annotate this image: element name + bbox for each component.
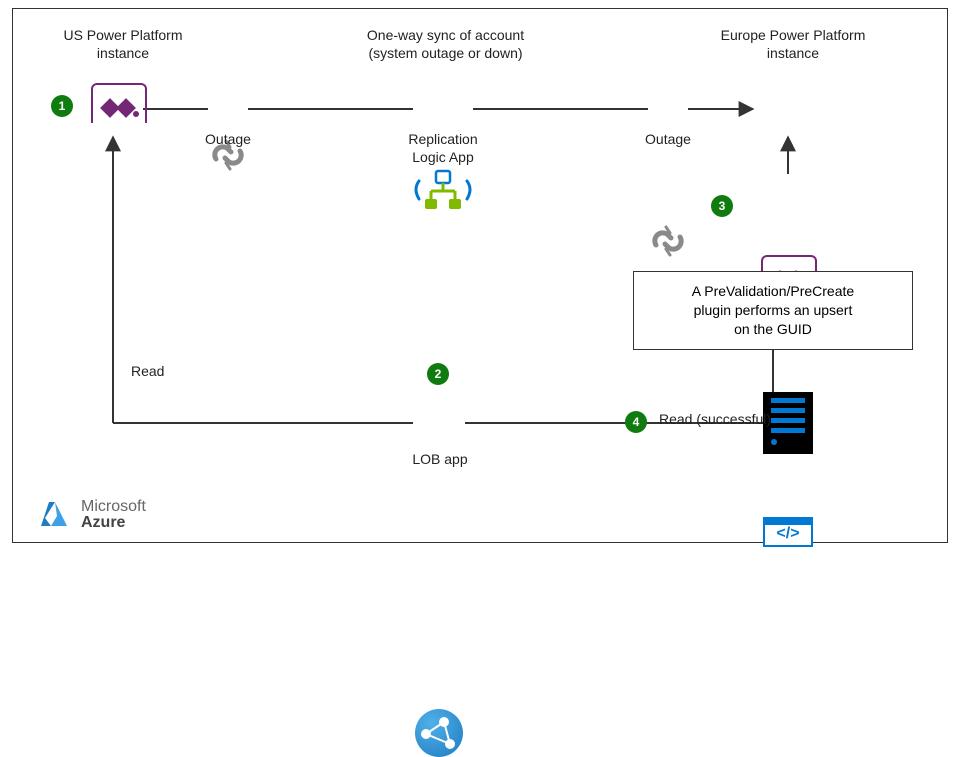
step-1-badge: 1 bbox=[51, 95, 73, 117]
read-left-label: Read bbox=[131, 363, 191, 381]
read-right-label: Read (successful) bbox=[659, 411, 799, 429]
lob-app-icon bbox=[415, 709, 463, 757]
code-icon: </> bbox=[763, 517, 813, 547]
azure-logo: Microsoft Azure bbox=[37, 498, 146, 532]
step-2-badge: 2 bbox=[427, 363, 449, 385]
outage2-label: Outage bbox=[638, 131, 698, 149]
logicapp-sub: ReplicationLogic App bbox=[398, 131, 488, 166]
step-3-badge: 3 bbox=[711, 195, 733, 217]
azure-icon bbox=[37, 498, 71, 532]
step-4-badge: 4 bbox=[625, 411, 647, 433]
outage1-label: Outage bbox=[198, 131, 258, 149]
broken-link-icon bbox=[648, 221, 688, 261]
brand-line1: Microsoft bbox=[81, 499, 146, 515]
brand-line2: Azure bbox=[81, 515, 146, 531]
power-platform-icon bbox=[91, 83, 147, 129]
us-pp-title: US Power Platforminstance bbox=[43, 27, 203, 62]
diagram-canvas: US Power Platforminstance 1 Outage One-w… bbox=[12, 8, 948, 543]
callout-box: A PreValidation/PreCreateplugin performs… bbox=[633, 271, 913, 350]
logic-app-icon bbox=[413, 167, 473, 213]
logicapp-title: One-way sync of account(system outage or… bbox=[328, 27, 563, 62]
lob-label: LOB app bbox=[405, 451, 475, 469]
eu-pp-title: Europe Power Platforminstance bbox=[693, 27, 893, 62]
